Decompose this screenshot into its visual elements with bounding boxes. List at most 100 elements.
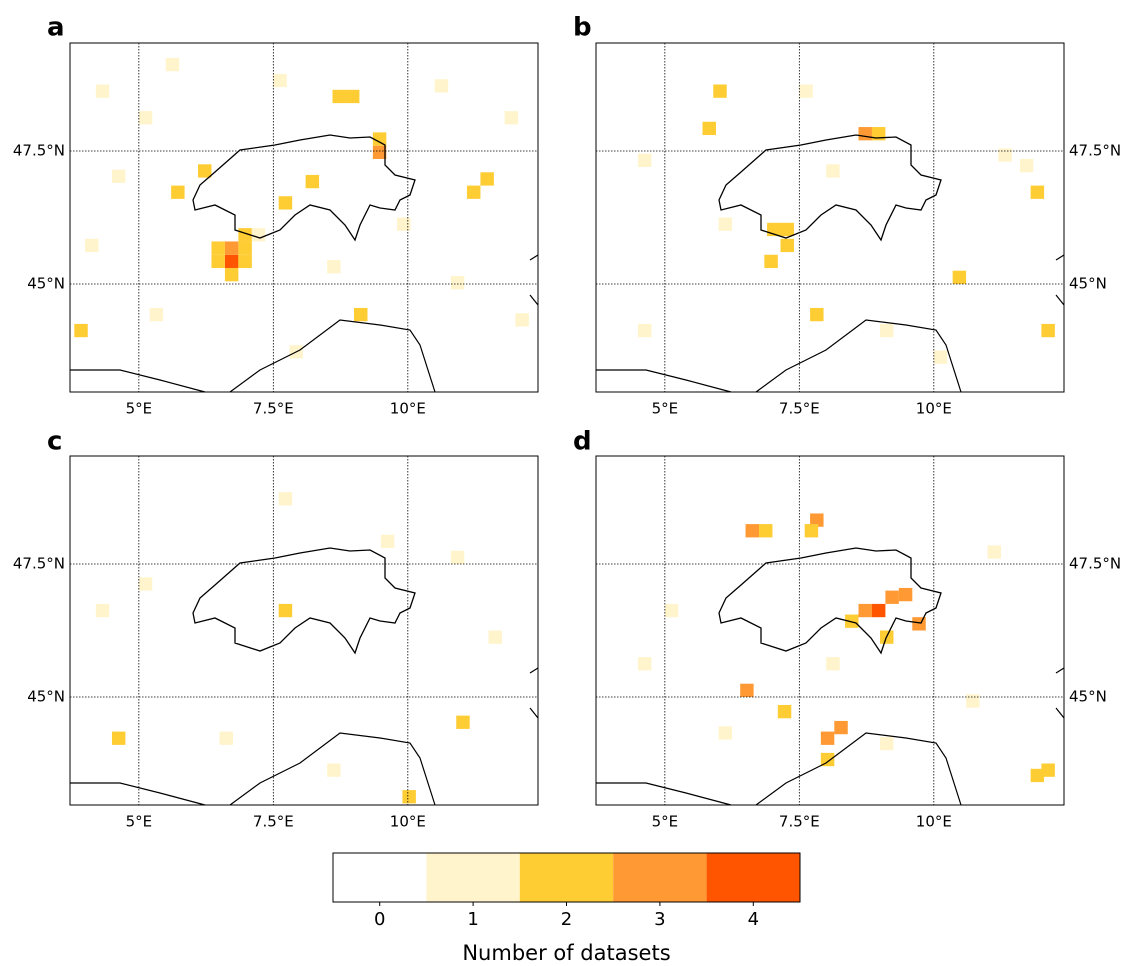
panel-label: c [47, 427, 62, 457]
data-cell [171, 185, 185, 199]
data-cell [456, 715, 470, 729]
y-tick-label: 47.5°N [13, 141, 65, 159]
data-cell [198, 164, 212, 178]
data-cell [745, 524, 759, 538]
data-cell [278, 196, 293, 210]
data-cell [740, 683, 754, 698]
colorbar-tick-label: 3 [654, 909, 665, 930]
border-line [596, 782, 732, 806]
colorbar-tick-label: 0 [374, 909, 385, 930]
data-cell [488, 630, 502, 644]
data-cell [871, 603, 886, 618]
switzerland-border [718, 134, 942, 242]
data-cell [450, 550, 465, 564]
colorbar-title: Number of datasets [462, 941, 670, 965]
data-cell [885, 590, 899, 604]
y-tick-label: 47.5°N [13, 554, 65, 572]
data-cell [933, 350, 948, 364]
data-cell [224, 268, 239, 282]
map-panel: 5°E 7.5°E 10°E 45°N 47.5°N d [573, 427, 1121, 831]
data-cell [138, 577, 153, 591]
colorbar-block [613, 853, 707, 902]
data-cell [273, 73, 287, 88]
colorbar-block [706, 853, 800, 902]
data-cell [95, 603, 110, 618]
data-cell [480, 172, 494, 186]
data-cell [515, 313, 529, 327]
map-frame [595, 42, 1065, 393]
data-cell [871, 127, 886, 141]
data-cell [95, 84, 110, 98]
switzerland-border [192, 134, 416, 242]
data-cell [804, 524, 819, 538]
switzerland-border [192, 547, 416, 655]
data-cell [777, 704, 792, 719]
border-line [70, 369, 206, 393]
switzerland-border [718, 547, 942, 655]
colorbar-block [333, 853, 427, 902]
data-cell [165, 57, 180, 72]
map-panel: 5°E 7.5°E 10°E 45°N 47.5°N a [13, 13, 539, 418]
data-cell [504, 111, 519, 125]
data-cell [278, 603, 293, 618]
colorbar-block [426, 853, 520, 902]
data-cell [238, 254, 252, 269]
data-cell [834, 720, 848, 735]
data-cell [987, 545, 1002, 559]
border-line [1055, 254, 1065, 261]
data-cell [858, 603, 872, 618]
map-frame [595, 455, 1065, 806]
data-cell [332, 89, 346, 104]
data-cell [820, 731, 835, 745]
data-cell [238, 228, 252, 242]
data-cell [345, 89, 360, 104]
data-cell [845, 614, 859, 628]
x-tick-label: 10°E [390, 400, 426, 418]
panel-label: b [573, 13, 592, 43]
data-cell [224, 241, 239, 255]
colorbar-tick-label: 4 [748, 909, 759, 930]
border-line [755, 319, 962, 393]
y-tick-label: 45°N [27, 688, 65, 706]
data-cell [305, 174, 320, 189]
map-background [596, 456, 1064, 805]
data-cell [211, 241, 225, 255]
data-cell [1030, 185, 1045, 199]
border-line [529, 294, 539, 306]
x-tick-label: 5°E [652, 400, 679, 418]
data-cell [224, 254, 239, 269]
x-tick-label: 5°E [652, 813, 679, 831]
data-cell [880, 736, 894, 751]
data-cell [637, 323, 652, 338]
panel-label: d [573, 427, 592, 457]
border-line [70, 782, 206, 806]
data-cell [780, 238, 794, 253]
y-tick-label: 45°N [1069, 275, 1107, 293]
y-tick-label: 45°N [1069, 688, 1107, 706]
data-cell [138, 111, 153, 125]
data-cell [327, 763, 341, 777]
data-cell [799, 84, 813, 98]
data-cell [149, 307, 164, 322]
data-cell [858, 127, 872, 141]
data-cell [211, 254, 225, 269]
map-background [596, 43, 1064, 392]
colorbar-tick-label: 1 [467, 909, 478, 930]
data-cell [637, 153, 652, 167]
data-cell [402, 790, 416, 804]
y-tick-label: 47.5°N [1069, 554, 1121, 572]
data-cell [372, 132, 387, 146]
x-tick-label: 7.5°E [779, 813, 820, 831]
map-frame [69, 455, 539, 806]
data-cell [111, 169, 126, 183]
border-line [1055, 707, 1065, 719]
x-tick-label: 5°E [126, 400, 153, 418]
data-cell [1019, 158, 1034, 173]
border-line [596, 369, 732, 393]
data-cell [434, 79, 449, 93]
map-frame [69, 42, 539, 393]
data-cell [219, 731, 233, 745]
colorbar-tick-label: 2 [561, 909, 572, 930]
data-cell [354, 307, 368, 322]
